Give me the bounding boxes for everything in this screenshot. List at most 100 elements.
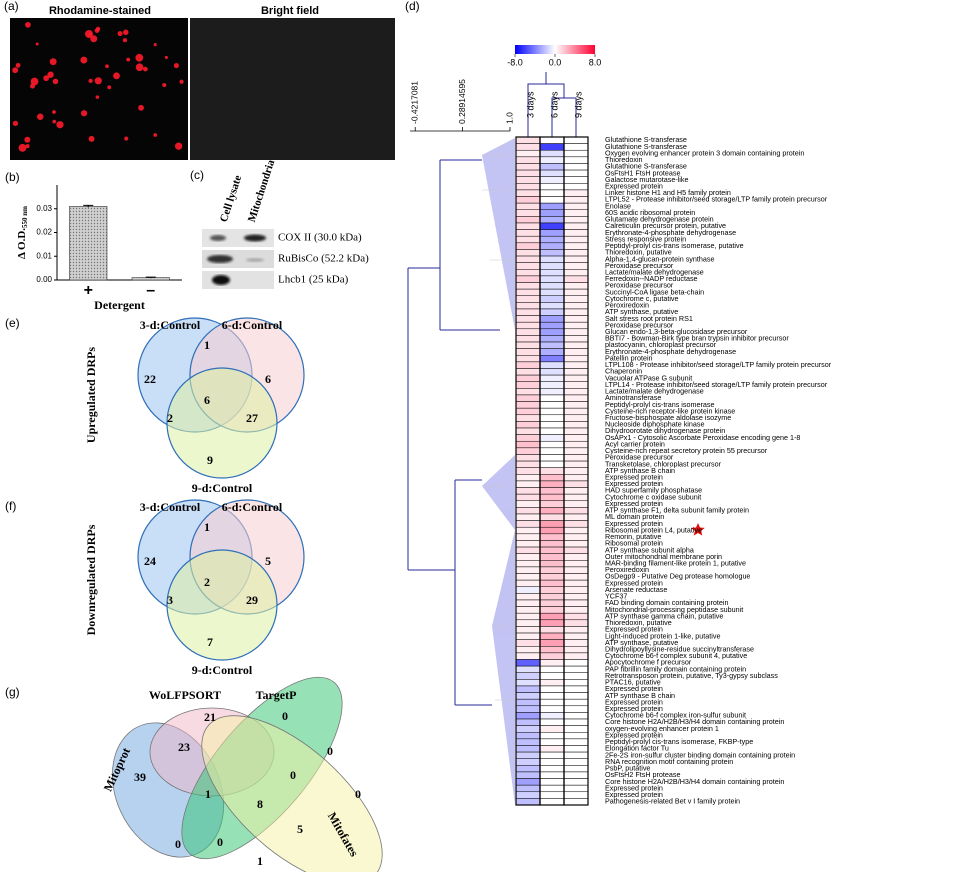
heatmap-cell [563,341,589,349]
heatmap-cell [539,560,565,568]
heatmap-cell [515,460,541,468]
row-label: Succinyl-CoA ligase beta-chain [605,287,704,296]
row-label: Vacuolar ATPase G subunit [605,373,692,382]
row-label: LTPL14 - Protease inhibitor/seed storage… [605,380,828,389]
heatmap-cell [515,361,541,369]
row-label: MAR-binding filament-like protein 1, put… [605,559,746,568]
heatmap-cell [539,692,565,700]
heatmap-cell [539,513,565,521]
heatmap-cell [563,183,589,191]
heatmap-cell [539,520,565,528]
spot [122,38,128,43]
heatmap-cell [563,480,589,488]
row-label: PsbP, putative [605,764,650,773]
heatmap-cell [563,460,589,468]
row-label: Expressed protein [605,684,663,693]
heatmap-cell [563,149,589,158]
row-label: Chaperonin [605,367,642,376]
heatmap-cell [539,235,565,244]
spot [123,29,129,36]
blot-column-label: Mitochondria [246,158,278,224]
heatmap-cell [539,434,565,442]
heatmap-cell [563,520,589,528]
heatmap-cell [515,196,541,204]
heatmap-cell [563,394,589,402]
heatmap-cell [539,731,565,740]
error-bar [145,276,156,279]
venn-count: 2 [167,411,173,425]
heatmap-cell [539,255,565,263]
heatmap-cell [563,269,589,277]
heatmap-cell [563,321,589,330]
heatmap-cell [515,143,541,151]
heatmap-cell [539,328,565,336]
heatmap-cell [563,738,589,746]
dendrogram-fine [482,154,512,701]
heatmap-cell [539,540,565,548]
venn-count: 2 [204,575,210,589]
heatmap-cell [515,751,541,759]
spot [52,110,56,114]
heatmap-cell [515,249,541,257]
heatmap-cell [515,487,541,495]
venn-count: 5 [265,554,271,568]
dendrogram-tick-label: -0.4217081 [409,81,419,124]
venn-side-title: Upregulated DRPs [84,347,98,443]
venn-set-label: 6-d:Control [222,318,283,332]
heatmap-cell [515,269,541,277]
heatmap-cell [539,275,565,283]
heatmap-cell [515,500,541,508]
western-blot [202,229,274,289]
heatmap-cell [563,579,589,587]
heatmap-cell [515,355,541,363]
heatmap-cell [515,606,541,614]
row-label: Glutathione S-transferase [605,135,687,144]
row-label: Acyl carrier protein [605,439,665,448]
heatmap-cell [515,434,541,442]
venn-count: 23 [178,740,190,754]
heatmap-cell [515,169,541,177]
spot [113,72,120,80]
row-label: Cytochrome b6-f complex iron-sulfur subu… [605,711,746,720]
row-label: Expressed protein [605,625,663,634]
heatmap-cell [515,679,541,687]
heatmap-cell [563,163,589,171]
row-label: ATP synthase, putative [605,307,678,316]
heatmap-cell [539,546,565,554]
heatmap-cell [563,731,589,740]
row-label: Mitochondrial-processing peptidase subun… [605,605,743,614]
heatmap-cell [563,725,589,733]
blot-row-label: RuBisCo (52.2 kDa) [278,253,369,265]
heatmap-cell [563,553,589,561]
heatmap-cell [563,765,589,773]
heatmap-cell [539,368,565,376]
x-axis-label: Detergent [94,298,145,312]
row-label: Expressed protein [605,519,663,528]
row-label: Lactate/malate dehydrogenase [605,387,704,396]
row-label: HAD superfamily phosphatase [605,486,702,495]
heatmap-cell [515,183,541,191]
venn-count: 3 [167,593,173,607]
heatmap-cell [515,599,541,607]
venn-count: 1 [257,854,263,868]
venn-count: 0 [355,787,361,801]
row-label: Apocytochrome f precursor [605,658,692,667]
column-label: 9 days [573,91,583,118]
venn-count: 24 [144,554,156,568]
heatmap-cell [563,784,589,793]
heatmap-cell [563,612,589,621]
heatmap-cell [515,540,541,548]
row-label: Enolase [605,201,631,210]
heatmap-cell [539,163,565,171]
heatmap-cell [539,454,565,462]
heatmap-cell [515,474,541,482]
heatmap-cell [515,626,541,634]
venn-set [166,367,278,479]
heatmap-cell [515,778,541,786]
heatmap-cell [563,229,589,237]
heatmap-cell [563,500,589,508]
spot [24,136,31,143]
blot-column-label: Cell lysate [218,174,244,224]
blot-row-label: Lhcb1 (25 kDa) [278,274,349,286]
heatmap-cell [539,718,565,726]
